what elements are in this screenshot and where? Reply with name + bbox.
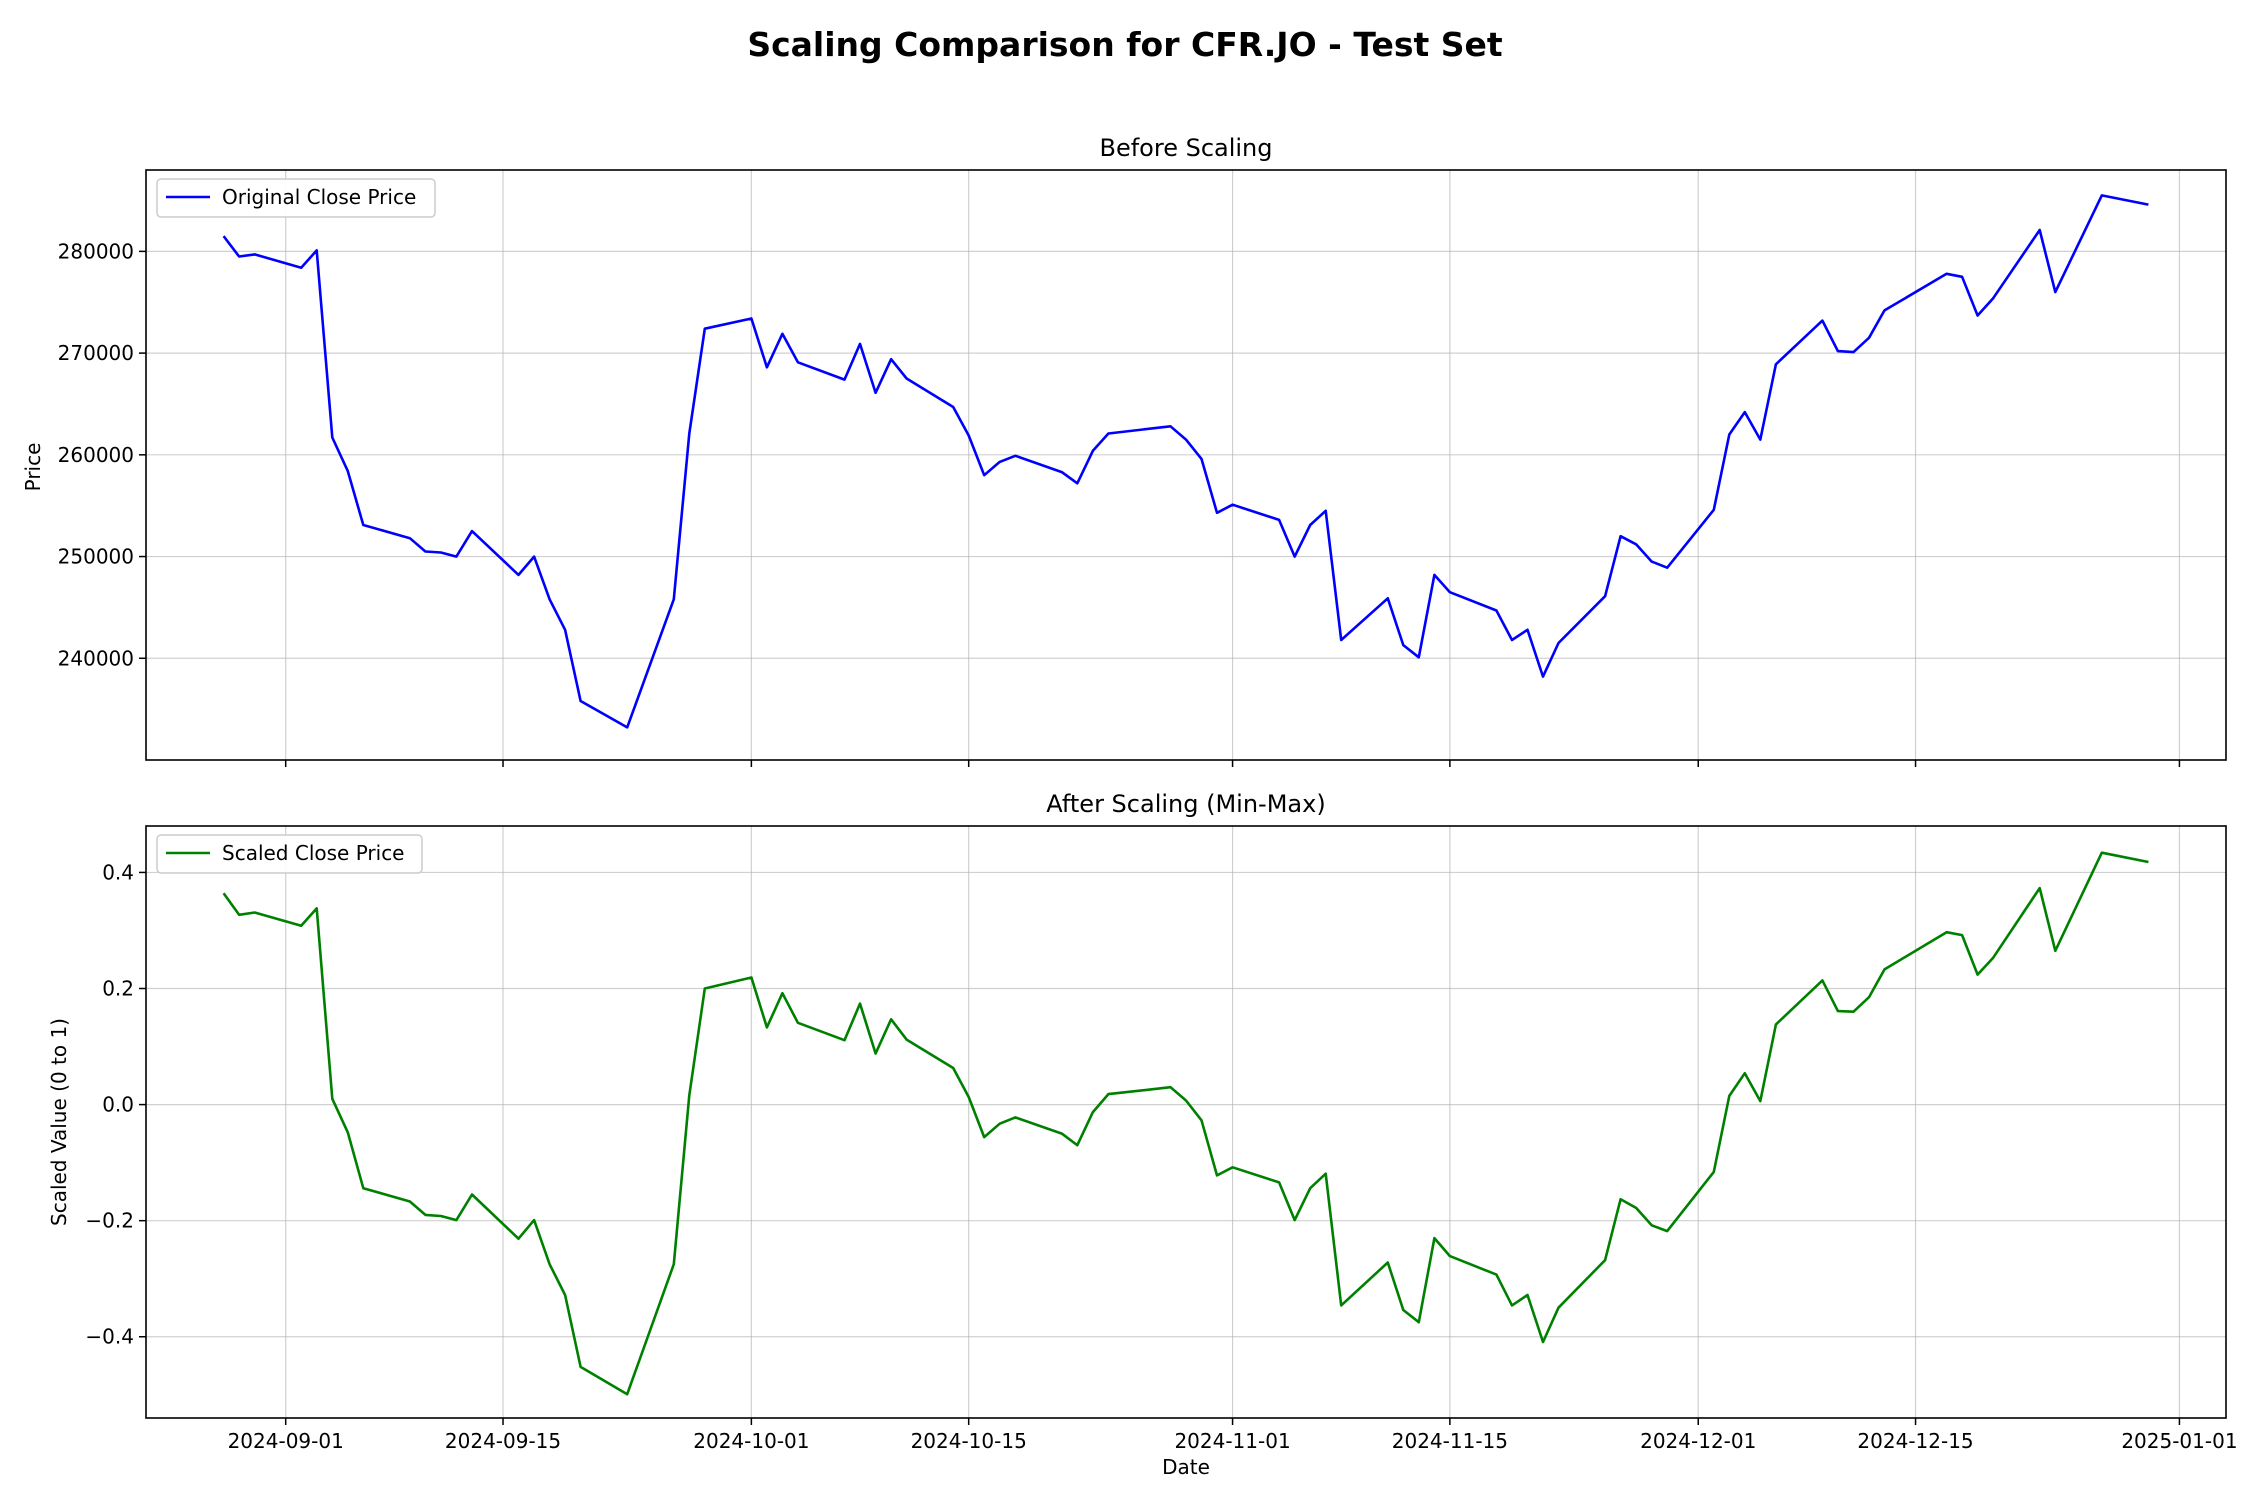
y-tick-label: 270000 bbox=[58, 341, 134, 365]
y-axis-label-scaled-value: Scaled Value (0 to 1) bbox=[47, 1018, 71, 1226]
panel-before-scaling: Before Scaling Price 2400002500002600002… bbox=[21, 134, 2227, 767]
x-tick-label: 2024-10-01 bbox=[693, 1429, 809, 1453]
legend-box bbox=[156, 178, 436, 218]
x-tick-label: 2024-09-15 bbox=[445, 1429, 561, 1453]
y-tick-label: 250000 bbox=[58, 545, 134, 569]
y-ticks-after-scaling: −0.4 −0.2 0.0 0.2 0.4 bbox=[85, 860, 146, 1349]
y-tick-label: 0.2 bbox=[102, 977, 134, 1001]
legend-box bbox=[156, 834, 423, 874]
legend-label-original-close-price: Original Close Price bbox=[222, 185, 416, 209]
y-tick-label: 280000 bbox=[58, 239, 134, 263]
series-group-before-scaling bbox=[222, 194, 2149, 729]
x-tick-label: 2024-12-15 bbox=[1857, 1429, 1973, 1453]
legend-after-scaling: Scaled Close Price bbox=[156, 834, 423, 874]
x-tick-label: 2024-09-01 bbox=[228, 1429, 344, 1453]
x-tick-label: 2024-12-01 bbox=[1640, 1429, 1756, 1453]
y-axis-label-price: Price bbox=[21, 443, 45, 492]
series-group-after-scaling bbox=[222, 851, 2149, 1396]
y-tick-label: 240000 bbox=[58, 646, 134, 670]
panel-title-after-scaling: After Scaling (Min-Max) bbox=[1046, 790, 1325, 818]
y-tick-label: −0.4 bbox=[85, 1325, 134, 1349]
legend-label-scaled-close-price: Scaled Close Price bbox=[222, 841, 405, 865]
x-tick-label: 2024-11-15 bbox=[1392, 1429, 1508, 1453]
y-ticks-before-scaling: 240000 250000 260000 270000 280000 bbox=[58, 239, 146, 670]
x-tick-label: 2024-10-15 bbox=[911, 1429, 1027, 1453]
y-tick-label: −0.2 bbox=[85, 1209, 134, 1233]
series-line-original-close-price bbox=[222, 194, 2149, 729]
x-tick-label: 2025-01-01 bbox=[2121, 1429, 2237, 1453]
x-axis-label: Date bbox=[1162, 1455, 1210, 1479]
panel-after-scaling: After Scaling (Min-Max) Scaled Value (0 … bbox=[47, 790, 2238, 1453]
x-ticks-before-scaling bbox=[284, 760, 2181, 767]
plot-area-after-scaling bbox=[145, 825, 2227, 1419]
grid-before-scaling bbox=[146, 170, 2226, 760]
y-tick-label: 260000 bbox=[58, 443, 134, 467]
panel-title-before-scaling: Before Scaling bbox=[1099, 134, 1272, 162]
legend-before-scaling: Original Close Price bbox=[156, 178, 436, 218]
series-line-scaled-close-price bbox=[222, 851, 2149, 1396]
y-tick-label: 0.0 bbox=[102, 1093, 134, 1117]
x-tick-label: 2024-11-01 bbox=[1174, 1429, 1290, 1453]
figure-title: Scaling Comparison for CFR.JO - Test Set bbox=[747, 25, 1503, 64]
x-ticks-after-scaling: 2024-09-01 2024-09-15 2024-10-01 2024-10-15… bbox=[228, 1418, 2238, 1453]
y-tick-label: 0.4 bbox=[102, 860, 134, 884]
plot-area-before-scaling bbox=[145, 169, 2227, 761]
grid-after-scaling bbox=[146, 826, 2226, 1418]
